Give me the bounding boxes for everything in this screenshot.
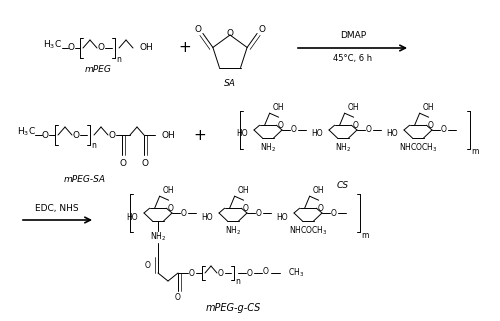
- Text: O: O: [441, 126, 447, 134]
- Text: mPEG: mPEG: [84, 65, 112, 74]
- Text: OH: OH: [238, 186, 250, 195]
- Text: O: O: [181, 209, 187, 218]
- Text: O: O: [242, 204, 248, 213]
- Text: O: O: [428, 121, 433, 130]
- Text: O: O: [194, 25, 202, 34]
- Text: HO: HO: [126, 213, 138, 221]
- Text: O: O: [366, 126, 372, 134]
- Text: NH$_2$: NH$_2$: [260, 142, 276, 154]
- Text: CS: CS: [337, 180, 349, 189]
- Text: OH: OH: [273, 103, 284, 112]
- Text: O: O: [318, 204, 323, 213]
- Text: NH$_2$: NH$_2$: [335, 142, 351, 154]
- Text: OH: OH: [162, 131, 176, 140]
- Text: NHCOCH$_3$: NHCOCH$_3$: [288, 225, 328, 237]
- Text: H$_3$C: H$_3$C: [17, 126, 36, 138]
- Text: O: O: [72, 131, 80, 140]
- Text: O: O: [168, 204, 173, 213]
- Text: O: O: [68, 44, 74, 53]
- Text: O: O: [258, 25, 266, 34]
- Text: O: O: [331, 209, 337, 218]
- Text: O: O: [263, 267, 269, 276]
- Text: O: O: [189, 268, 195, 277]
- Text: O: O: [98, 44, 104, 53]
- Text: m: m: [362, 230, 368, 239]
- Text: +: +: [178, 40, 192, 56]
- Text: NHCOCH$_3$: NHCOCH$_3$: [398, 142, 438, 154]
- Text: DMAP: DMAP: [340, 31, 366, 40]
- Text: mPEG-g-CS: mPEG-g-CS: [206, 303, 260, 313]
- Text: mPEG-SA: mPEG-SA: [64, 176, 106, 185]
- Text: HO: HO: [236, 129, 248, 138]
- Text: EDC, NHS: EDC, NHS: [35, 204, 79, 213]
- Text: OH: OH: [313, 186, 324, 195]
- Text: O: O: [247, 268, 253, 277]
- Text: H$_3$C: H$_3$C: [43, 39, 62, 51]
- Text: n: n: [92, 142, 96, 151]
- Text: 45°C, 6 h: 45°C, 6 h: [334, 54, 372, 63]
- Text: O: O: [145, 261, 151, 270]
- Text: OH: OH: [163, 186, 174, 195]
- Text: OH: OH: [140, 44, 154, 53]
- Text: O: O: [256, 209, 262, 218]
- Text: O: O: [218, 268, 224, 277]
- Text: OH: OH: [348, 103, 360, 112]
- Text: O: O: [42, 131, 48, 140]
- Text: HO: HO: [386, 129, 398, 138]
- Text: O: O: [108, 131, 116, 140]
- Text: NH$_2$: NH$_2$: [150, 231, 166, 243]
- Text: HO: HO: [202, 213, 213, 221]
- Text: OH: OH: [423, 103, 434, 112]
- Text: NH$_2$: NH$_2$: [225, 225, 241, 237]
- Text: HO: HO: [276, 213, 288, 221]
- Text: +: +: [194, 127, 206, 143]
- Text: O: O: [142, 159, 148, 168]
- Text: O: O: [278, 121, 283, 130]
- Text: CH$_3$: CH$_3$: [288, 267, 304, 279]
- Text: O: O: [352, 121, 358, 130]
- Text: O: O: [291, 126, 297, 134]
- Text: O: O: [226, 30, 234, 39]
- Text: SA: SA: [224, 79, 236, 88]
- Text: n: n: [236, 276, 240, 285]
- Text: O: O: [120, 159, 126, 168]
- Text: O: O: [175, 293, 181, 302]
- Text: n: n: [116, 55, 121, 64]
- Text: m: m: [472, 148, 478, 157]
- Text: HO: HO: [312, 129, 323, 138]
